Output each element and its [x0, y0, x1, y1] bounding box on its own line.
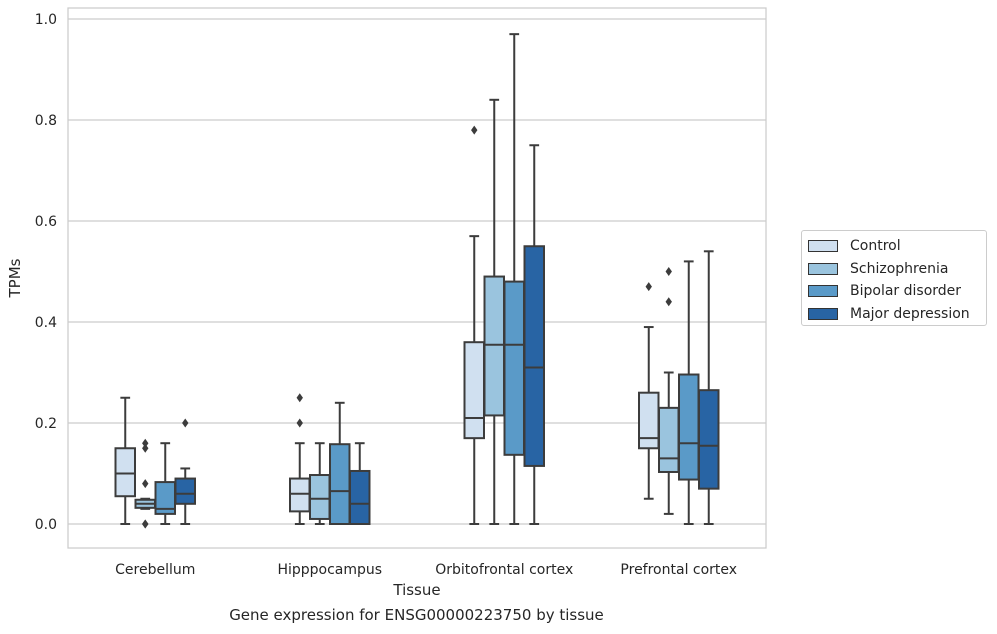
legend-label: Bipolar disorder [850, 283, 962, 300]
box-2-0 [154, 442, 176, 525]
outlier-point [645, 282, 652, 292]
outlier-point [182, 418, 189, 428]
box-body [289, 477, 311, 513]
box-2-1 [329, 401, 351, 525]
legend-swatch [808, 307, 838, 320]
legend-label: Schizophrenia [850, 260, 949, 277]
box-body [523, 245, 545, 467]
outlier-point [665, 267, 672, 276]
legend: Control Schizophrenia Bipolar disorder M… [801, 230, 987, 326]
outlier-point [142, 479, 149, 489]
box-0-1 [289, 393, 311, 525]
box-body [678, 373, 700, 481]
box-body [174, 477, 196, 505]
legend-label: Major depression [850, 305, 970, 322]
outlier-point [296, 418, 303, 428]
y-tick-label: 1.0 [35, 12, 57, 28]
box-1-1 [309, 442, 331, 525]
y-tick-label: 0.8 [35, 113, 57, 129]
figure-caption: Gene expression for ENSG00000223750 by t… [229, 606, 604, 624]
outlier-point [665, 297, 672, 307]
box-1-3 [658, 267, 680, 515]
legend-item-schizophrenia: Schizophrenia [808, 258, 986, 281]
y-tick-label: 0.6 [35, 214, 57, 230]
legend-item-bipolar-disorder: Bipolar disorder [808, 280, 986, 303]
box-0-2 [463, 125, 485, 525]
outlier-point [142, 438, 149, 448]
outlier-point [142, 519, 149, 529]
outlier-point [142, 443, 149, 453]
box-body [503, 280, 525, 456]
legend-item-control: Control [808, 235, 986, 258]
x-axis-title: Tissue [392, 581, 440, 599]
box-0-0 [114, 396, 136, 525]
box-3-0 [174, 418, 196, 525]
legend-swatch [808, 262, 838, 275]
y-tick-label: 0.4 [35, 315, 57, 331]
box-body [658, 406, 680, 473]
legend-swatch [808, 285, 838, 298]
legend-item-major-depression: Major depression [808, 303, 986, 326]
box-body [329, 443, 351, 525]
box-body [483, 275, 505, 417]
box-body [698, 389, 720, 490]
boxes [114, 33, 720, 529]
box-2-3 [678, 260, 700, 525]
x-tick-labels: Cerebellum Hipppocampus Orbitofrontal cort… [115, 562, 737, 578]
box-3-2 [523, 144, 545, 525]
box-2-2 [503, 33, 525, 525]
outlier-point [471, 125, 478, 135]
x-tick-label: Cerebellum [115, 562, 195, 578]
legend-swatch [808, 240, 838, 253]
box-3-1 [349, 442, 371, 526]
y-tick-labels: 0.0 0.2 0.4 0.6 0.8 1.0 [35, 12, 57, 533]
box-1-0 [134, 438, 156, 529]
box-3-3 [698, 250, 720, 525]
box-body [638, 391, 660, 450]
plot-area-frame [67, 7, 767, 549]
box-body [463, 341, 485, 440]
box-body [114, 447, 136, 498]
legend-label: Control [850, 238, 901, 255]
x-tick-label: Orbitofrontal cortex [435, 562, 573, 578]
y-tick-label: 0.0 [35, 517, 57, 533]
box-1-2 [483, 98, 505, 525]
box-body [349, 469, 371, 526]
y-tick-label: 0.2 [35, 416, 57, 432]
y-axis-title: TPMs [6, 258, 24, 298]
x-tick-label: Prefrontal cortex [620, 562, 737, 578]
outlier-point [296, 393, 303, 403]
x-tick-label: Hipppocampus [277, 562, 382, 578]
box-0-3 [638, 282, 660, 500]
box-body [309, 474, 331, 520]
